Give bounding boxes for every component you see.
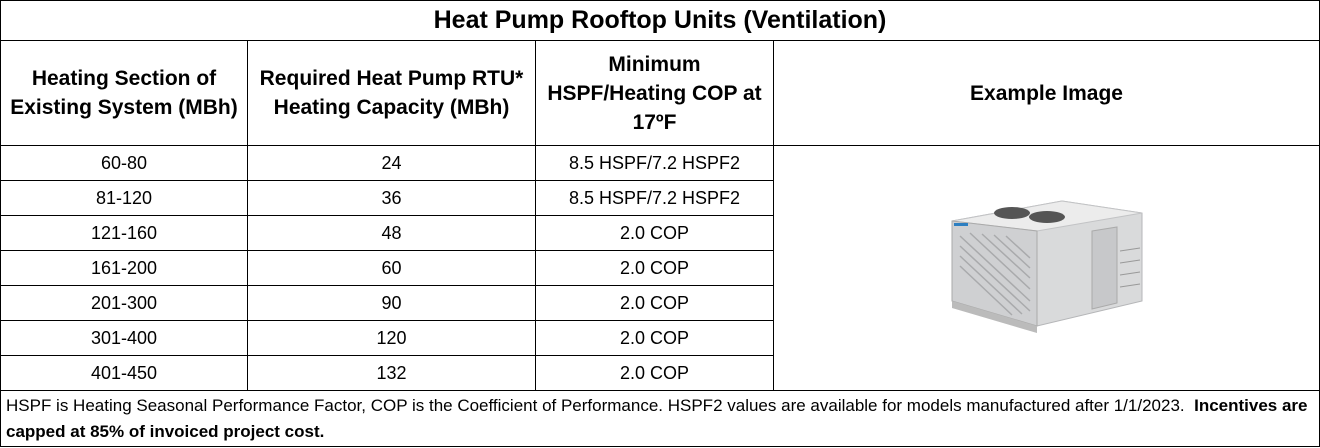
table-cell: 60-80: [1, 146, 248, 181]
table-cell: 301-400: [1, 321, 248, 356]
table-cell: 8.5 HSPF/7.2 HSPF2: [536, 181, 774, 216]
footnote: HSPF is Heating Seasonal Performance Fac…: [1, 391, 1320, 447]
table-title: Heat Pump Rooftop Units (Ventilation): [1, 1, 1320, 41]
column-header: Minimum HSPF/Heating COP at 17ºF: [536, 41, 774, 146]
column-header: Example Image: [774, 41, 1320, 146]
table-cell: 201-300: [1, 286, 248, 321]
table-cell: 121-160: [1, 216, 248, 251]
table-cell: 132: [248, 356, 536, 391]
incentive-table: Heat Pump Rooftop Units (Ventilation) He…: [0, 0, 1320, 447]
table-cell: 8.5 HSPF/7.2 HSPF2: [536, 146, 774, 181]
table-cell: 401-450: [1, 356, 248, 391]
table-cell: 2.0 COP: [536, 286, 774, 321]
footnote-text: HSPF is Heating Seasonal Performance Fac…: [6, 396, 1185, 415]
table-cell: 2.0 COP: [536, 356, 774, 391]
table-cell: 90: [248, 286, 536, 321]
table-cell: 24: [248, 146, 536, 181]
page: {"table": { "title": "Heat Pump Rooftop …: [0, 0, 1320, 448]
table-cell: 81-120: [1, 181, 248, 216]
table-cell: 2.0 COP: [536, 321, 774, 356]
table-cell: 2.0 COP: [536, 216, 774, 251]
table-cell: 120: [248, 321, 536, 356]
column-header: Required Heat Pump RTU* Heating Capacity…: [248, 41, 536, 146]
table-cell: 161-200: [1, 251, 248, 286]
table-cell: 48: [248, 216, 536, 251]
rooftop-unit-image: [942, 191, 1152, 341]
table-cell: 60: [248, 251, 536, 286]
table-cell: 2.0 COP: [536, 251, 774, 286]
image-cell: [774, 146, 1320, 391]
table-cell: 36: [248, 181, 536, 216]
column-header: Heating Section of Existing System (MBh): [1, 41, 248, 146]
